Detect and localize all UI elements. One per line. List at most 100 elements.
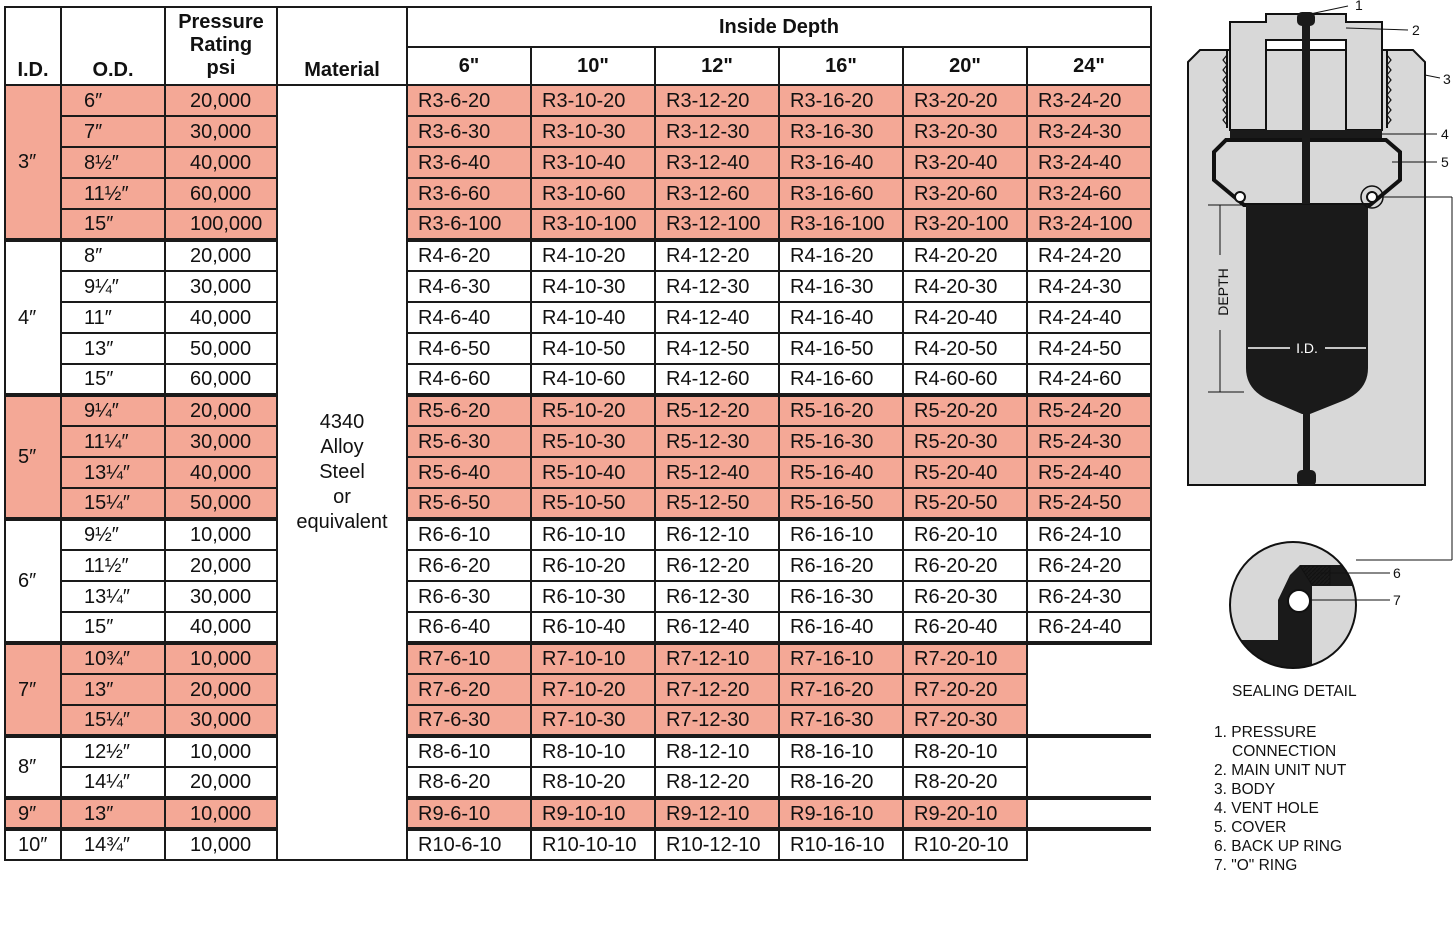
table-row: 9¼″ 30,000 R4-6-30 R4-10-30 R4-12-30 R4-16-30… — [5, 270, 1152, 303]
model-code-cell: R3-12-60 — [654, 177, 780, 210]
pressure-cell: 10,000 — [164, 517, 278, 551]
material-line: or — [333, 486, 351, 508]
model-code-cell: R7-20-10 — [902, 641, 1028, 675]
model-code-cell: R3-20-30 — [902, 115, 1028, 148]
header-material: Material — [276, 6, 408, 86]
pressure-cell: 40,000 — [164, 146, 278, 179]
model-code-cell: R7-6-10 — [406, 641, 532, 675]
model-code-cell: R6-20-20 — [902, 549, 1028, 582]
od-cell: 13″ — [60, 796, 166, 830]
pressure-cell: 20,000 — [164, 84, 278, 117]
empty-cell — [1027, 705, 1151, 736]
depth-label: DEPTH — [1215, 268, 1231, 315]
table-row: 15″ 40,000 R6-6-40 R6-10-40 R6-12-40 R6-16-40… — [5, 611, 1152, 644]
pressure-cell: 30,000 — [164, 425, 278, 458]
pressure-cell: 60,000 — [164, 363, 278, 396]
od-cell: 15″ — [60, 363, 166, 396]
header-depth-20: 20" — [902, 46, 1028, 86]
od-cell: 11½″ — [60, 549, 166, 582]
model-code-cell: R8-16-20 — [778, 766, 904, 799]
od-cell: 11″ — [60, 301, 166, 334]
model-code-cell: R5-12-40 — [654, 456, 780, 489]
model-code-cell: R6-16-10 — [778, 517, 904, 551]
model-code-cell: R7-16-10 — [778, 641, 904, 675]
header-inside-depth: Inside Depth — [406, 6, 1152, 48]
id-cell: 3″ — [4, 84, 62, 241]
table-row: 15¼″ 30,000 R7-6-30 R7-10-30 R7-12-30 R7-16-3… — [5, 704, 1151, 737]
material-cell: 4340 Alloy Steel or equivalent — [276, 84, 408, 861]
table-row: 4″ 8″ 20,000 R4-6-20 R4-10-20 R4-12-20 R4-16-2… — [4, 238, 1152, 396]
model-code-cell: R7-20-20 — [902, 673, 1028, 706]
callout-3: 3 — [1443, 71, 1451, 87]
model-code-cell: R3-24-100 — [1026, 208, 1152, 241]
table-row: 7″ 10¾″ 10,000 R7-6-10 R7-10-10 R7-12-10 R7-16… — [4, 641, 1151, 737]
od-cell: 8″ — [60, 238, 166, 272]
model-code-cell: R3-24-30 — [1026, 115, 1152, 148]
callout-7: 7 — [1393, 592, 1401, 608]
model-code-cell: R7-12-20 — [654, 673, 780, 706]
model-code-cell: R8-20-20 — [902, 766, 1028, 799]
model-code-cell: R4-16-60 — [778, 363, 904, 396]
model-code-cell: R3-10-100 — [530, 208, 656, 241]
model-code-cell: R5-12-50 — [654, 487, 780, 520]
model-code-cell: R3-16-100 — [778, 208, 904, 241]
model-code-cell: R9-10-10 — [530, 796, 656, 830]
pressure-cell: 30,000 — [164, 270, 278, 303]
model-code-cell: R6-12-20 — [654, 549, 780, 582]
model-code-cell: R5-16-50 — [778, 487, 904, 520]
id-cell: 6″ — [4, 517, 62, 644]
model-code-cell: R6-12-40 — [654, 611, 780, 644]
legend-item-4: 4. VENT HOLE — [1214, 800, 1319, 817]
model-code-cell: R3-12-20 — [654, 84, 780, 117]
model-code-cell: R4-10-30 — [530, 270, 656, 303]
model-code-cell: R5-12-30 — [654, 425, 780, 458]
model-code-cell: R3-16-30 — [778, 115, 904, 148]
od-cell: 13¼″ — [60, 580, 166, 613]
pressure-cell: 10,000 — [164, 641, 278, 675]
model-code-cell: R5-24-40 — [1026, 456, 1152, 489]
model-code-cell: R4-6-30 — [406, 270, 532, 303]
model-code-cell: R5-6-30 — [406, 425, 532, 458]
model-code-cell: R5-10-50 — [530, 487, 656, 520]
pressure-cell: 50,000 — [164, 487, 278, 520]
model-code-cell: R4-16-30 — [778, 270, 904, 303]
model-code-cell: R7-6-20 — [406, 673, 532, 706]
id-cell: 9″ — [4, 796, 62, 830]
model-code-cell: R3-10-40 — [530, 146, 656, 179]
table-row: 14¼″ 20,000 R8-6-20 R8-10-20 R8-12-20 R8-16-2… — [5, 766, 1151, 799]
legend-item-5: 5. COVER — [1214, 819, 1287, 836]
model-code-cell: R7-12-30 — [654, 704, 780, 737]
id-cell: 7″ — [4, 641, 62, 737]
model-code-cell: R8-10-10 — [530, 734, 656, 768]
od-cell: 14¾″ — [60, 827, 166, 861]
model-code-cell: R3-20-60 — [902, 177, 1028, 210]
pressure-cell: 50,000 — [164, 332, 278, 365]
pressure-cell: 10,000 — [164, 796, 278, 830]
sealing-detail-view — [1230, 542, 1356, 668]
od-cell: 9¼″ — [60, 270, 166, 303]
model-code-cell: R7-20-30 — [902, 704, 1028, 737]
table-row: 6″ 9½″ 10,000 R6-6-10 R6-10-10 R6-12-10 R6-16-… — [4, 517, 1152, 644]
callout-5: 5 — [1441, 154, 1449, 170]
legend-item-1: 1. PRESSURE — [1214, 724, 1317, 741]
table-row: 8″ 12½″ 10,000 R8-6-10 R8-10-10 R8-12-10 R8-16… — [4, 734, 1151, 799]
model-code-cell: R4-20-40 — [902, 301, 1028, 334]
model-code-cell: R5-20-50 — [902, 487, 1028, 520]
model-code-cell: R6-12-30 — [654, 580, 780, 613]
id-cell: 5″ — [4, 393, 62, 520]
pressure-cell: 100,000 — [164, 208, 278, 241]
model-code-cell: R10-16-10 — [778, 827, 904, 861]
header-depth-6: 6" — [406, 46, 532, 86]
pressure-cell: 40,000 — [164, 456, 278, 489]
model-code-cell: R3-24-20 — [1026, 84, 1152, 117]
model-code-cell: R4-16-40 — [778, 301, 904, 334]
parts-legend: 1. PRESSURE CONNECTION 2. MAIN UNIT NUT … — [1214, 723, 1346, 875]
table-row: 15″ 60,000 R4-6-60 R4-10-60 R4-12-60 R4-16-60… — [5, 363, 1152, 396]
pressure-cell: 60,000 — [164, 177, 278, 210]
header-id: I.D. — [4, 6, 62, 86]
od-cell: 6″ — [60, 84, 166, 117]
table-row: 13″ 20,000 R7-6-20 R7-10-20 R7-12-20 R7-16-20… — [5, 673, 1151, 706]
model-code-cell: R9-16-10 — [778, 796, 904, 830]
model-code-cell: R10-20-10 — [902, 827, 1028, 861]
id-cell: 10″ — [4, 827, 62, 861]
